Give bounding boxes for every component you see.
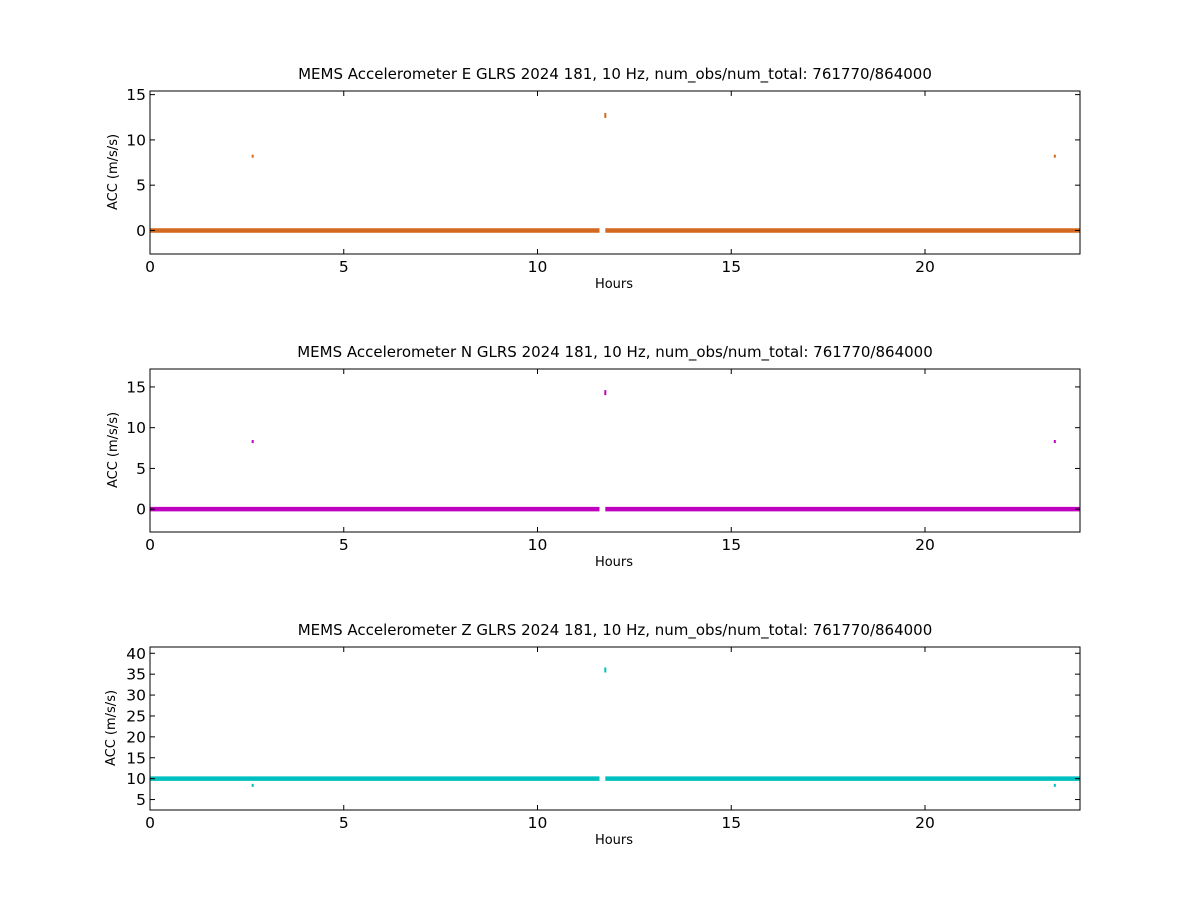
y-tick-label: 5 bbox=[136, 791, 146, 809]
x-tick-label: 15 bbox=[721, 536, 741, 554]
y-tick-label: 10 bbox=[126, 770, 146, 788]
y-axis-label: ACC (m/s/s) bbox=[104, 690, 119, 766]
x-tick-label: 15 bbox=[721, 258, 741, 276]
y-axis-label: ACC (m/s/s) bbox=[106, 134, 121, 210]
x-axis-label: Hours bbox=[595, 833, 633, 848]
data-point bbox=[251, 440, 254, 444]
x-tick-label: 0 bbox=[145, 536, 155, 554]
y-tick-label: 0 bbox=[136, 501, 146, 519]
subplot-z: MEMS Accelerometer Z GLRS 2024 181, 10 H… bbox=[104, 621, 1081, 848]
x-tick-label: 20 bbox=[915, 536, 935, 554]
y-tick-label: 5 bbox=[136, 177, 146, 195]
axes-frame bbox=[149, 646, 1081, 811]
data-point bbox=[251, 154, 254, 158]
data-point bbox=[1053, 783, 1056, 787]
y-tick-label: 25 bbox=[126, 707, 146, 725]
y-axis-label: ACC (m/s/s) bbox=[106, 412, 121, 488]
x-tick-label: 5 bbox=[339, 814, 349, 832]
y-tick-label: 10 bbox=[126, 131, 146, 149]
x-tick-label: 10 bbox=[528, 258, 548, 276]
data-point bbox=[1053, 154, 1056, 158]
subplot-title: MEMS Accelerometer E GLRS 2024 181, 10 H… bbox=[298, 65, 932, 84]
y-tick-label: 5 bbox=[136, 460, 146, 478]
data-point bbox=[604, 112, 607, 118]
x-tick-label: 10 bbox=[528, 814, 548, 832]
data-point bbox=[604, 390, 607, 396]
data-point bbox=[251, 783, 254, 787]
x-tick-label: 20 bbox=[915, 814, 935, 832]
x-axis-label: Hours bbox=[595, 555, 633, 570]
axes-frame bbox=[149, 90, 1081, 255]
y-tick-label: 20 bbox=[126, 728, 146, 746]
y-tick-label: 10 bbox=[126, 419, 146, 437]
x-tick-label: 0 bbox=[145, 814, 155, 832]
subplot-e: MEMS Accelerometer E GLRS 2024 181, 10 H… bbox=[106, 65, 1081, 292]
x-axis-label: Hours bbox=[595, 277, 633, 292]
y-tick-label: 40 bbox=[126, 645, 146, 663]
x-tick-label: 5 bbox=[339, 258, 349, 276]
y-tick-label: 30 bbox=[126, 687, 146, 705]
subplot-title: MEMS Accelerometer N GLRS 2024 181, 10 H… bbox=[297, 343, 933, 362]
y-tick-label: 0 bbox=[136, 222, 146, 240]
subplot-title: MEMS Accelerometer Z GLRS 2024 181, 10 H… bbox=[298, 621, 933, 640]
x-tick-label: 20 bbox=[915, 258, 935, 276]
y-tick-label: 15 bbox=[126, 749, 146, 767]
y-tick-label: 35 bbox=[126, 666, 146, 684]
y-tick-label: 15 bbox=[126, 86, 146, 104]
x-tick-label: 15 bbox=[721, 814, 741, 832]
data-point bbox=[1053, 440, 1056, 444]
axes-frame bbox=[149, 368, 1081, 533]
x-tick-label: 10 bbox=[528, 536, 548, 554]
data-point bbox=[604, 667, 607, 673]
y-tick-label: 15 bbox=[126, 378, 146, 396]
x-tick-label: 0 bbox=[145, 258, 155, 276]
x-tick-label: 5 bbox=[339, 536, 349, 554]
subplot-n: MEMS Accelerometer N GLRS 2024 181, 10 H… bbox=[106, 343, 1081, 570]
